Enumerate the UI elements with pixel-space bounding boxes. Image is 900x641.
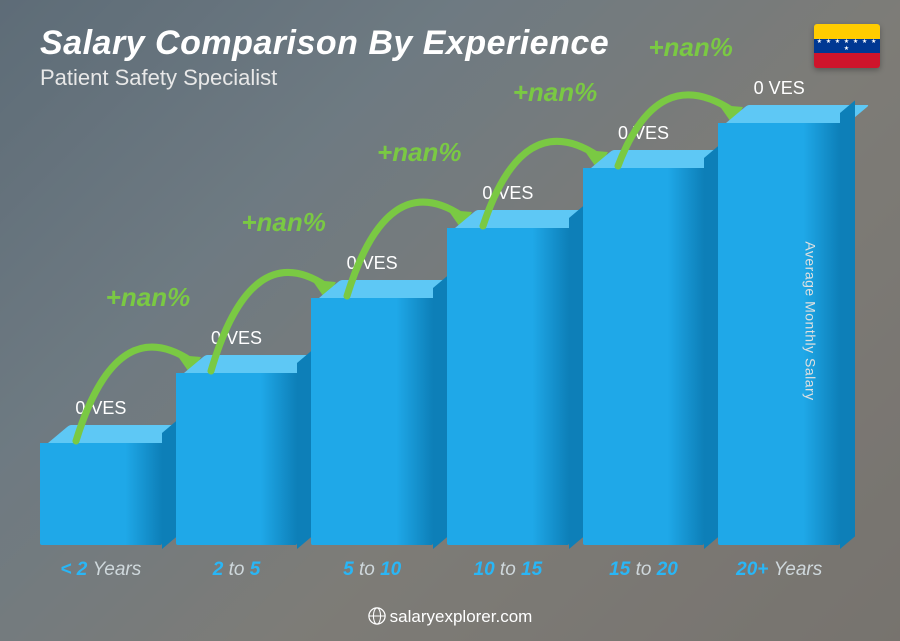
bar-side-face xyxy=(433,275,448,549)
x-axis-label: 2 to 5 xyxy=(213,559,261,581)
bar-front-face xyxy=(583,168,705,545)
bar-group: +nan%0 VES5 to 10 xyxy=(311,253,433,581)
bar-value-label: 0 VES xyxy=(347,253,398,274)
bar-group: 0 VES < 2 Years xyxy=(40,398,162,581)
bar-value-label: 0 VES xyxy=(482,183,533,204)
x-axis-label: 5 to 10 xyxy=(343,559,401,581)
globe-icon xyxy=(368,607,386,625)
bar xyxy=(583,150,705,545)
y-axis-label: Average Monthly Salary xyxy=(802,241,818,400)
bar-value-label: 0 VES xyxy=(211,328,262,349)
bar xyxy=(718,105,840,545)
bar xyxy=(40,425,162,545)
bar-value-label: 0 VES xyxy=(75,398,126,419)
bar-side-face xyxy=(840,100,855,549)
bar xyxy=(447,210,569,545)
country-flag: ★ ★ ★ ★ ★ ★ ★ ★ xyxy=(814,24,880,68)
delta-label: +nan% xyxy=(377,137,462,168)
footer-text: salaryexplorer.com xyxy=(390,607,533,626)
bar xyxy=(311,280,433,545)
bar-front-face xyxy=(447,228,569,545)
infographic-container: Salary Comparison By Experience Patient … xyxy=(0,0,900,641)
bar-group: +nan%0 VES20+ Years xyxy=(718,78,840,581)
bar-side-face xyxy=(162,420,177,549)
bar-front-face xyxy=(40,443,162,545)
bar-front-face xyxy=(311,298,433,545)
delta-label: +nan% xyxy=(241,207,326,238)
flag-stripe-1 xyxy=(814,24,880,39)
bar-group: +nan%0 VES2 to 5 xyxy=(176,328,298,581)
delta-label: +nan% xyxy=(106,282,191,313)
bar xyxy=(176,355,298,545)
flag-stripe-3 xyxy=(814,53,880,68)
bar-group: +nan%0 VES10 to 15 xyxy=(447,183,569,581)
flag-stars: ★ ★ ★ ★ ★ ★ ★ ★ xyxy=(814,38,880,52)
bar-group: +nan%0 VES15 to 20 xyxy=(583,123,705,581)
bar-side-face xyxy=(704,145,719,549)
bar-front-face xyxy=(718,123,840,545)
x-axis-label: < 2 Years xyxy=(60,559,141,581)
bar-value-label: 0 VES xyxy=(618,123,669,144)
footer-attribution: salaryexplorer.com xyxy=(0,607,900,627)
chart-title: Salary Comparison By Experience xyxy=(40,24,860,63)
bar-front-face xyxy=(176,373,298,545)
x-axis-label: 15 to 20 xyxy=(609,559,678,581)
x-axis-label: 10 to 15 xyxy=(474,559,543,581)
bar-side-face xyxy=(569,205,584,549)
x-axis-label: 20+ Years xyxy=(736,559,822,581)
bar-chart: 0 VES < 2 Years +nan% 0 VES 2 to 5 +nan% 0 VES… xyxy=(40,101,840,581)
bar-side-face xyxy=(297,350,312,549)
bar-value-label: 0 VES xyxy=(754,78,805,99)
